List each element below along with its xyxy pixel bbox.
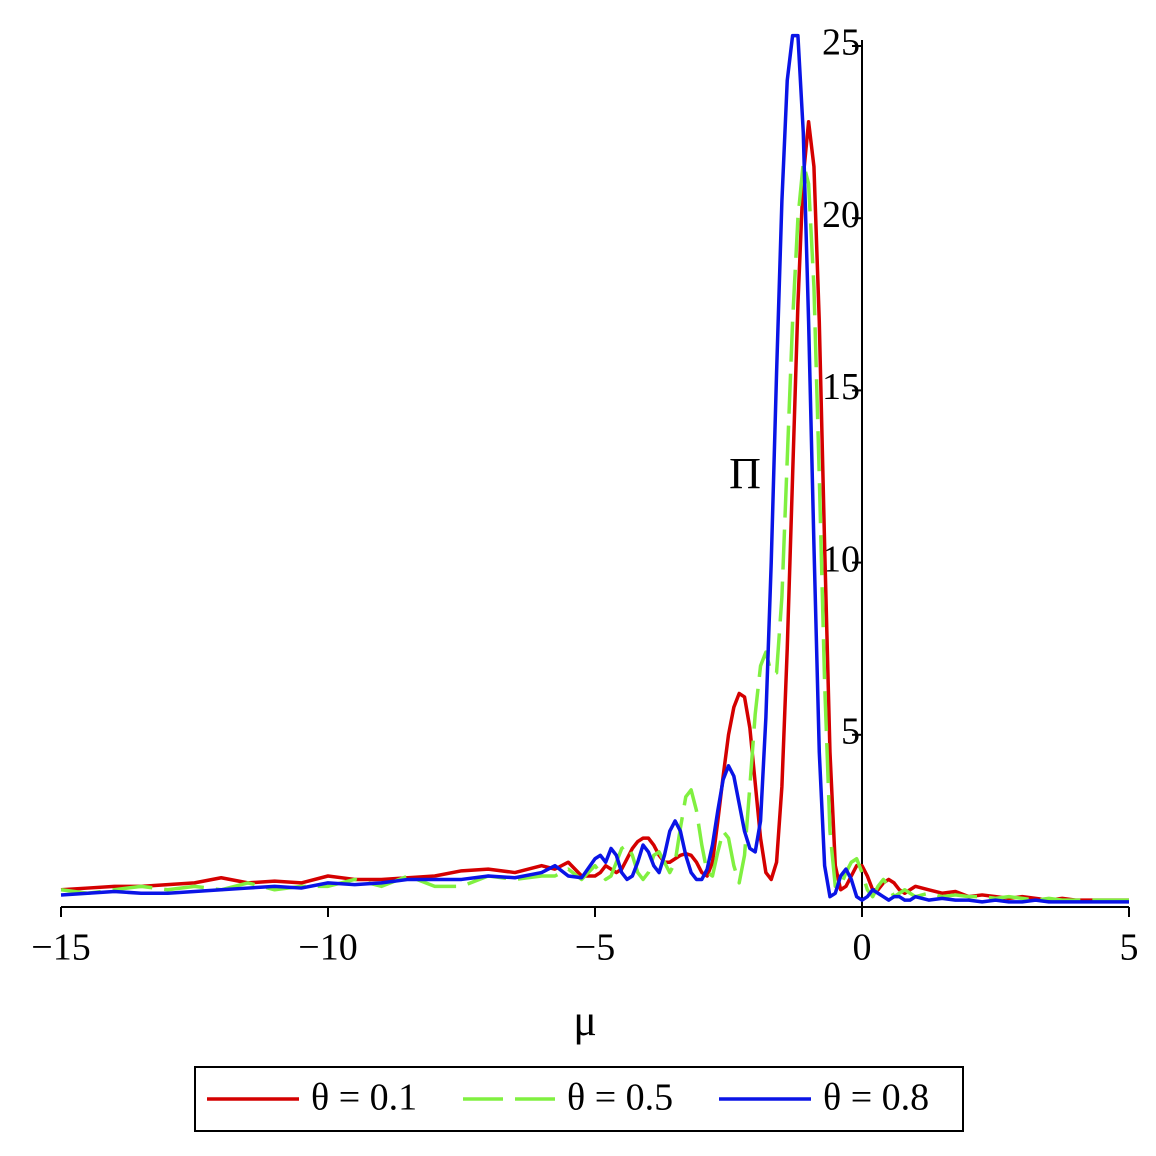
legend-label: θ = 0.8 (823, 1077, 929, 1119)
legend-label: θ = 0.5 (567, 1077, 673, 1119)
y-tick-label: 15 (822, 366, 860, 408)
legend-box (194, 1066, 964, 1132)
y-tick-label: 10 (822, 538, 860, 580)
legend-label: θ = 0.1 (311, 1077, 417, 1119)
series-line (60, 161, 1129, 902)
x-tick-label: −5 (575, 927, 615, 969)
y-axis-label: Π (729, 449, 761, 498)
y-tick-label: 25 (822, 22, 860, 64)
x-tick-label: 0 (853, 927, 872, 969)
series-line (60, 33, 1129, 904)
y-tick-label: 5 (841, 711, 860, 753)
y-tick-label: 20 (822, 194, 860, 236)
x-tick-label: −15 (31, 927, 90, 969)
x-tick-label: −10 (298, 927, 357, 969)
x-axis-label: μ (573, 996, 597, 1045)
series-line (60, 120, 1129, 902)
x-tick-label: 5 (1120, 927, 1139, 969)
